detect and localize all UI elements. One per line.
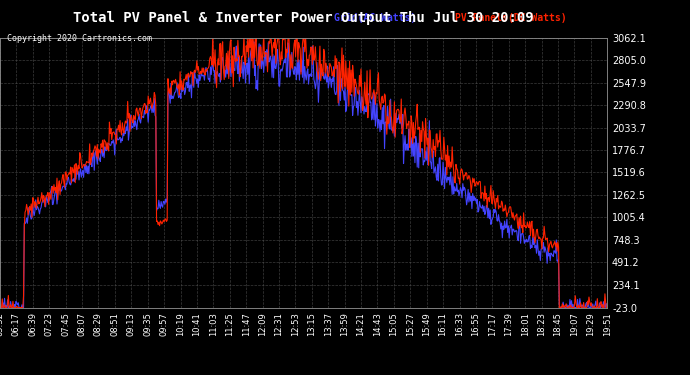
PV Panels(DC Watts) <box>349 72 357 76</box>
Grid(AC Watts) <box>0 305 5 310</box>
PV Panels(DC Watts) <box>520 211 528 215</box>
Grid(AC Watts) <box>603 305 611 310</box>
PV Panels(DC Watts) <box>384 114 392 119</box>
PV Panels(DC Watts) <box>603 305 611 310</box>
PV Panels(DC Watts) <box>365 93 373 97</box>
Grid(AC Watts) <box>0 297 4 301</box>
Grid(AC Watts) <box>458 195 466 200</box>
Text: PV Panels(DC Watts): PV Panels(DC Watts) <box>455 13 567 23</box>
Grid(AC Watts) <box>520 241 529 246</box>
Text: Copyright 2020 Cartronics.com: Copyright 2020 Cartronics.com <box>7 34 152 43</box>
PV Panels(DC Watts) <box>33 200 41 205</box>
Grid(AC Watts) <box>34 205 42 210</box>
Line: PV Panels(DC Watts): PV Panels(DC Watts) <box>0 34 607 308</box>
Text: Total PV Panel & Inverter Power Output Thu Jul 30 20:09: Total PV Panel & Inverter Power Output T… <box>73 11 534 25</box>
PV Panels(DC Watts) <box>208 32 217 36</box>
PV Panels(DC Watts) <box>457 166 466 171</box>
Grid(AC Watts) <box>384 117 393 121</box>
Grid(AC Watts) <box>366 100 374 105</box>
PV Panels(DC Watts) <box>0 305 4 310</box>
Text: Grid(AC Watts): Grid(AC Watts) <box>334 13 416 23</box>
Grid(AC Watts) <box>350 103 358 107</box>
Line: Grid(AC Watts): Grid(AC Watts) <box>0 42 607 308</box>
Grid(AC Watts) <box>250 39 258 44</box>
